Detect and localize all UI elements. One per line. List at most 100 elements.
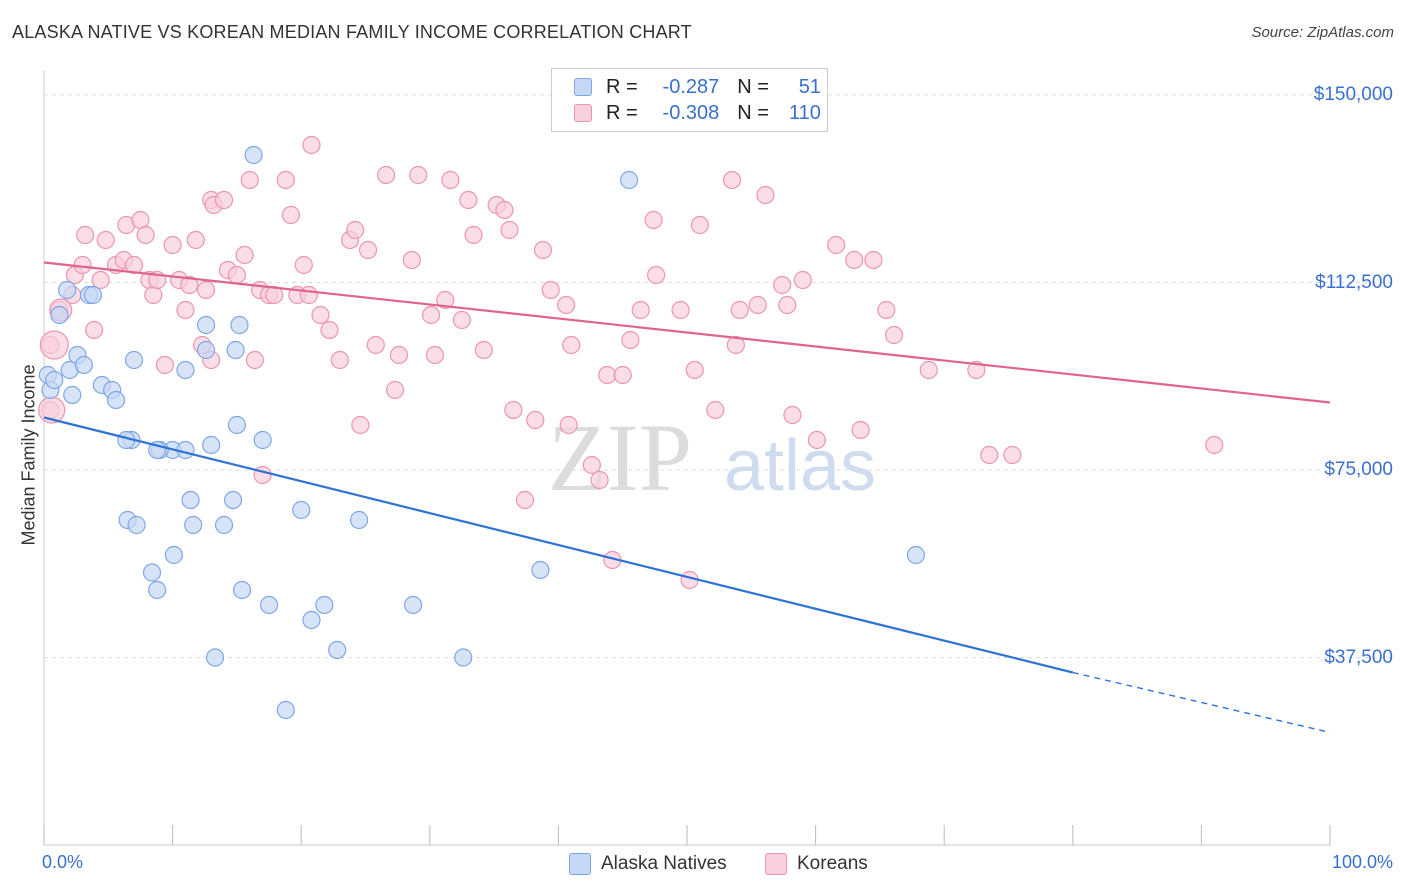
legend-row-alaska: R = -0.287 N = 51 bbox=[574, 75, 821, 99]
alaska-points bbox=[38, 145, 926, 720]
alaska-trend-line bbox=[43, 416, 1074, 674]
alaska-point bbox=[45, 370, 64, 390]
korean-point bbox=[441, 170, 460, 190]
legend-n-value: 51 bbox=[798, 75, 821, 98]
alaska-point bbox=[106, 390, 126, 410]
korean-point bbox=[783, 405, 802, 425]
korean-points bbox=[38, 95, 1224, 590]
korean-point bbox=[598, 365, 617, 385]
korean-point bbox=[330, 350, 349, 370]
korean-point bbox=[864, 250, 883, 270]
korean-point bbox=[227, 265, 246, 285]
alaska-point bbox=[403, 595, 423, 615]
source-credit: Source: ZipAtlas.com bbox=[1251, 24, 1394, 41]
korean-point bbox=[214, 190, 234, 210]
korean-point bbox=[845, 250, 864, 270]
alaska-point bbox=[328, 640, 347, 660]
korean-point bbox=[176, 300, 195, 320]
korean-point bbox=[245, 350, 265, 370]
korean-point-large bbox=[39, 330, 69, 360]
axes bbox=[43, 70, 1331, 846]
correlation-legend: R = -0.287 N = 51 R = -0.308 N = 110 bbox=[551, 68, 828, 132]
alaska-point bbox=[244, 145, 263, 165]
korean-point bbox=[186, 230, 205, 250]
korean-point bbox=[793, 270, 812, 290]
korean-point bbox=[240, 170, 259, 190]
korean-point bbox=[726, 335, 745, 355]
korean-point bbox=[320, 320, 339, 340]
korean-point bbox=[706, 400, 725, 420]
alaska-point bbox=[253, 430, 272, 450]
korean-point bbox=[748, 295, 767, 315]
korean-point bbox=[1205, 435, 1224, 455]
alaska-point bbox=[230, 315, 249, 335]
korean-point bbox=[346, 220, 365, 240]
korean-point bbox=[235, 245, 254, 265]
korean-point bbox=[163, 235, 182, 255]
korean-point bbox=[302, 135, 321, 155]
alaska-point bbox=[83, 285, 102, 305]
watermark-atlas: atlas bbox=[724, 426, 876, 506]
alaska-point bbox=[164, 545, 183, 565]
korean-point bbox=[504, 400, 523, 420]
alaska-point bbox=[223, 490, 243, 510]
alaska-trend-extension bbox=[1072, 671, 1331, 734]
korean-point bbox=[459, 190, 478, 210]
legend-row-korean: R = -0.308 N = 110 bbox=[574, 101, 821, 125]
alaska-point bbox=[142, 563, 162, 582]
korean-point bbox=[590, 470, 609, 490]
alaska-point bbox=[184, 515, 203, 535]
y-tick-label: $37,500 bbox=[1324, 646, 1393, 668]
korean-point bbox=[851, 420, 870, 440]
korean-point bbox=[136, 225, 155, 245]
alaska-point bbox=[906, 545, 926, 565]
legend-r-value: -0.308 bbox=[662, 101, 720, 124]
korean-point bbox=[85, 320, 104, 340]
legend-r-value: -0.287 bbox=[662, 75, 720, 98]
y-axis-label: Median Family Income bbox=[18, 364, 39, 546]
korean-point bbox=[562, 335, 581, 355]
korean-point bbox=[877, 300, 896, 320]
korean-point bbox=[778, 295, 797, 315]
korean-point bbox=[474, 340, 493, 360]
korean-point bbox=[827, 235, 846, 255]
korean-point bbox=[621, 330, 640, 350]
alaska-point bbox=[302, 610, 321, 630]
korean-point bbox=[884, 325, 904, 345]
legend-n-label: N = bbox=[737, 75, 769, 98]
korean-point bbox=[980, 445, 999, 465]
korean-point bbox=[281, 205, 301, 225]
alaska-point bbox=[205, 648, 225, 667]
korean-point bbox=[671, 300, 690, 320]
alaska-point bbox=[74, 355, 93, 375]
legend-n-value: 110 bbox=[789, 101, 821, 124]
alaska-point bbox=[315, 595, 334, 615]
alaska-point bbox=[58, 280, 77, 300]
korean-point bbox=[358, 240, 378, 260]
bottom-legend-swatch-alaska bbox=[569, 853, 591, 875]
korean-point bbox=[582, 455, 601, 475]
korean-point bbox=[180, 275, 199, 295]
y-tick-label: $75,000 bbox=[1324, 459, 1393, 480]
alaska-point bbox=[63, 385, 82, 405]
legend-r-label: R = bbox=[606, 75, 638, 98]
korean-point bbox=[526, 410, 545, 430]
korean-point bbox=[756, 185, 775, 205]
bottom-legend-alaska: Alaska Natives bbox=[569, 852, 727, 876]
alaska-point bbox=[454, 648, 473, 667]
korean-point bbox=[631, 300, 650, 320]
alaska-point bbox=[620, 170, 639, 190]
trend-lines bbox=[43, 261, 1331, 734]
korean-point bbox=[807, 430, 826, 450]
korean-point bbox=[144, 285, 163, 305]
korean-point bbox=[515, 490, 535, 510]
alaska-point bbox=[50, 305, 69, 325]
alaska-point bbox=[226, 340, 245, 360]
korean-point bbox=[402, 250, 421, 270]
korean-point bbox=[495, 200, 514, 220]
alaska-point bbox=[349, 510, 369, 530]
alaska-point bbox=[196, 315, 216, 335]
bottom-legend-label-alaska: Alaska Natives bbox=[601, 853, 727, 874]
alaska-point bbox=[202, 435, 221, 455]
korean-point bbox=[96, 230, 115, 250]
